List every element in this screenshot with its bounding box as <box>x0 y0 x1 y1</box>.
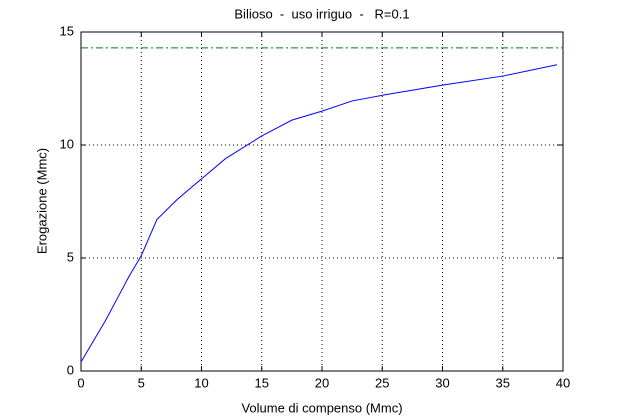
x-tick-label: 35 <box>496 375 510 390</box>
x-tick-label: 15 <box>255 375 269 390</box>
chart-title: Bilioso - uso irriguo - R=0.1 <box>234 6 409 21</box>
y-tick-label: 5 <box>67 249 74 264</box>
x-tick-label: 40 <box>556 375 570 390</box>
x-tick-label: 10 <box>194 375 208 390</box>
x-tick-label: 30 <box>435 375 449 390</box>
x-tick-label: 5 <box>138 375 145 390</box>
plot-frame <box>80 31 564 372</box>
data-line <box>80 64 558 363</box>
y-axis-label: Erogazione (Mmc) <box>34 148 49 254</box>
x-tick-label: 0 <box>77 375 84 390</box>
y-tick-label: 0 <box>67 362 74 377</box>
y-tick-label: 10 <box>60 136 74 151</box>
x-tick-label: 25 <box>375 375 389 390</box>
y-tick-label: 15 <box>60 23 74 38</box>
x-axis-label: Volume di compenso (Mmc) <box>241 400 402 415</box>
x-tick-label: 20 <box>315 375 329 390</box>
